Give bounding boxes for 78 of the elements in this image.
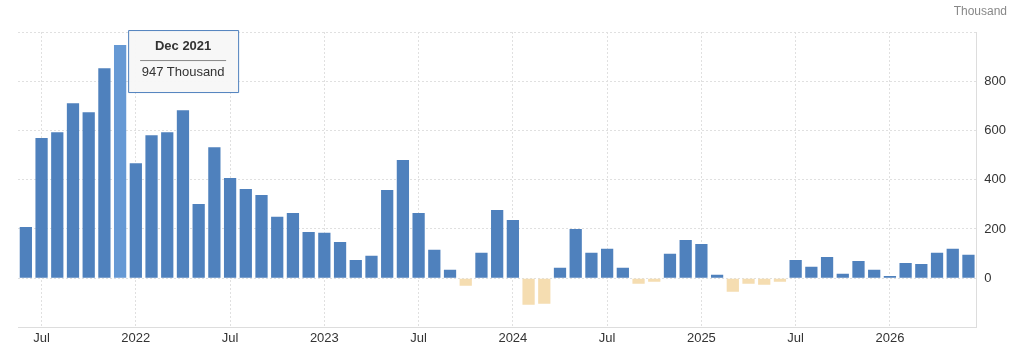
x-tick-label: 2023: [309, 329, 339, 345]
bar: [443, 269, 457, 278]
bar: [522, 278, 535, 305]
bar: [616, 267, 629, 278]
bar: [255, 194, 268, 278]
y-tick-label: 200: [984, 220, 1007, 236]
bar: [145, 135, 158, 278]
bar: [51, 132, 64, 278]
bar: [553, 267, 567, 278]
bar: [836, 273, 849, 278]
bar: [868, 269, 881, 278]
bar: [82, 112, 95, 278]
bar: [365, 255, 378, 278]
x-tick-label: Jul: [787, 329, 805, 345]
bar: [208, 147, 221, 278]
bar: [381, 190, 394, 278]
bar: [318, 232, 331, 278]
bar: [286, 212, 300, 278]
x-tick-label: Jul: [410, 329, 428, 345]
bar: [506, 220, 519, 278]
bar: [601, 248, 614, 278]
x-tick-label: Jul: [221, 329, 239, 345]
bar: [805, 266, 818, 278]
y-axis-title: Thousand: [953, 4, 1007, 18]
bar: [302, 231, 315, 278]
bar: [113, 45, 127, 278]
bar: [663, 253, 677, 278]
x-tick-label: Jul: [33, 329, 50, 345]
bar: [35, 138, 48, 278]
bar: [915, 263, 928, 278]
bar: [428, 249, 441, 278]
x-tick-label: Jul: [598, 329, 616, 345]
bar: [98, 68, 111, 278]
bar: [632, 278, 645, 284]
bar: [396, 160, 410, 278]
bar: [930, 252, 944, 278]
y-tick-label: 400: [984, 171, 1007, 187]
bar: [585, 252, 598, 278]
bar: [852, 260, 865, 278]
bar: [773, 278, 787, 282]
x-tick-label: 2026: [875, 329, 905, 345]
bar: [459, 278, 472, 286]
bar: [742, 278, 755, 284]
bar: [412, 212, 425, 278]
bar: [475, 252, 488, 278]
x-tick-label: 2025: [686, 329, 716, 345]
annotation: Dec 2021: [154, 38, 212, 54]
bar: [569, 228, 582, 278]
bar: [710, 274, 724, 278]
bar: [192, 204, 205, 278]
bar: [223, 177, 237, 278]
bar: [66, 103, 80, 278]
bar: [349, 259, 362, 278]
bar: [538, 278, 551, 304]
bar: [129, 163, 142, 278]
y-tick-label: 0: [984, 269, 992, 285]
x-tick-label: 2022: [121, 329, 151, 345]
bar: [820, 257, 834, 278]
bar: [726, 278, 739, 292]
bar: [962, 254, 975, 278]
y-tick-label: 600: [984, 122, 1007, 138]
bar: [239, 189, 252, 278]
y-tick-label: 800: [984, 72, 1007, 88]
bar: [333, 241, 347, 278]
bar: [648, 278, 661, 282]
bar: [789, 259, 802, 278]
bar: [271, 216, 284, 278]
bar: [695, 243, 708, 278]
bar: [946, 248, 959, 278]
bar: [19, 226, 32, 278]
bar: [176, 110, 190, 278]
annotation: 947 Thousand: [141, 64, 225, 80]
x-tick-label: 2024: [498, 329, 528, 345]
bar: [491, 209, 504, 278]
bar: [758, 278, 771, 285]
bar: [679, 240, 692, 278]
bar: [161, 132, 174, 278]
bar: [899, 262, 912, 278]
